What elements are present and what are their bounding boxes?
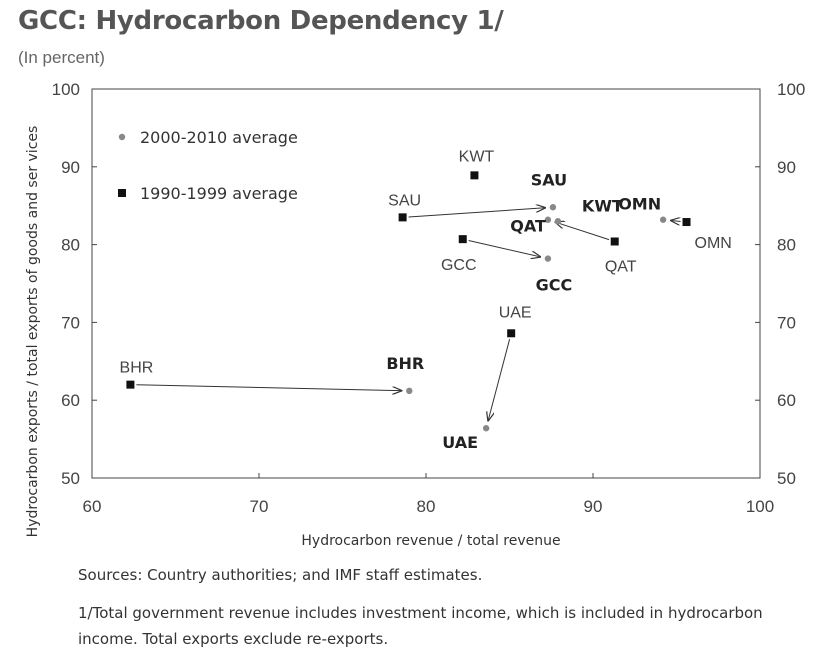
label-2000-2010-omn: OMN: [618, 195, 661, 214]
point-1990-1999-qat: [610, 237, 619, 246]
label-1990-1999-gcc: GCC: [441, 257, 477, 274]
y-tick-label: 80: [61, 236, 80, 255]
point-2000-2010-qat: [544, 216, 552, 223]
arrow-gcc: [468, 240, 541, 256]
label-1990-1999-bhr: BHR: [120, 360, 154, 377]
legend-marker-1990-1999: [118, 189, 126, 197]
chart-title: GCC: Hydrocarbon Dependency 1/: [18, 6, 504, 36]
label-2000-2010-sau: SAU: [531, 170, 567, 189]
y2-tick-label: 90: [777, 158, 796, 177]
x-tick-label: 90: [584, 497, 603, 516]
arrow-uae: [488, 338, 511, 420]
plot-frame: [91, 88, 761, 479]
point-1990-1999-uae: [507, 329, 516, 338]
label-1990-1999-qat: QAT: [605, 258, 637, 275]
y-axis-label: Hydrocarbon exports / total exports of g…: [25, 126, 41, 538]
label-2000-2010-gcc: GCC: [536, 276, 573, 295]
sources-note: Sources: Country authorities; and IMF st…: [78, 566, 483, 584]
point-1990-1999-bhr: [126, 380, 135, 389]
point-1990-1999-kwt: [470, 171, 479, 180]
y-tick-label: 100: [52, 80, 80, 99]
point-2000-2010-uae: [482, 425, 490, 432]
point-1990-1999-omn: [682, 218, 691, 227]
y2-tick-label: 100: [777, 80, 805, 99]
x-tick-label: 100: [746, 497, 774, 516]
point-2000-2010-sau: [549, 204, 557, 211]
y-tick-label: 60: [61, 391, 80, 410]
y-tick-label: 50: [61, 469, 80, 488]
y-tick-label: 70: [61, 313, 80, 332]
point-2000-2010-gcc: [544, 255, 552, 262]
y2-tick-label: 70: [777, 313, 796, 332]
label-1990-1999-uae: UAE: [499, 304, 532, 321]
arrow-bhr: [136, 384, 401, 391]
label-2000-2010-bhr: BHR: [386, 354, 424, 373]
y2-tick-label: 80: [777, 236, 796, 255]
label-1990-1999-omn: OMN: [695, 235, 732, 252]
x-tick-label: 80: [417, 497, 436, 516]
point-2000-2010-omn: [659, 216, 667, 223]
label-1990-1999-kwt: KWT: [459, 148, 495, 165]
y2-tick-label: 50: [777, 469, 796, 488]
x-tick-label: 70: [250, 497, 269, 516]
chart-subtitle: (In percent): [18, 48, 105, 67]
legend-label-1990-1999: 1990-1999 average: [140, 184, 298, 203]
arrow-qat: [556, 222, 610, 241]
x-tick-label: 60: [83, 497, 102, 516]
footnote: 1/Total government revenue includes inve…: [78, 604, 763, 648]
legend-marker-2000-2010: [118, 133, 126, 141]
y-tick-label: 90: [61, 158, 80, 177]
x-axis-label: Hydrocarbon revenue / total revenue: [301, 533, 560, 549]
y2-tick-label: 60: [777, 391, 796, 410]
legend-label-2000-2010: 2000-2010 average: [140, 128, 298, 147]
label-2000-2010-kwt: KWT: [582, 196, 623, 215]
point-2000-2010-bhr: [406, 387, 413, 395]
point-1990-1999-gcc: [458, 235, 467, 244]
point-1990-1999-sau: [398, 213, 407, 222]
label-2000-2010-qat: QAT: [510, 217, 546, 236]
label-1990-1999-sau: SAU: [388, 192, 421, 209]
point-2000-2010-kwt: [554, 218, 562, 225]
arrow-omn: [671, 220, 681, 221]
label-2000-2010-uae: UAE: [442, 433, 478, 452]
arrow-sau: [408, 208, 545, 218]
